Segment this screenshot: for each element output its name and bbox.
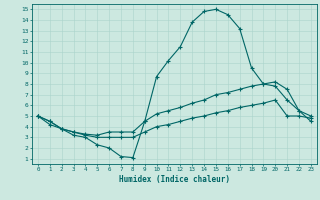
X-axis label: Humidex (Indice chaleur): Humidex (Indice chaleur): [119, 175, 230, 184]
